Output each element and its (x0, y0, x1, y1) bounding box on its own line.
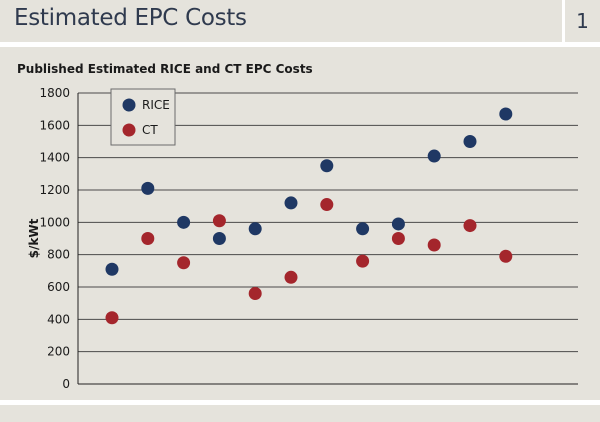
rice-data-point (427, 149, 441, 163)
y-tick-label: 1000 (39, 215, 70, 229)
y-tick-label: 0 (62, 377, 70, 391)
rice-data-point (284, 196, 298, 210)
rice-data-point (356, 222, 370, 236)
ct-data-point (248, 286, 262, 300)
ct-data-point (320, 198, 334, 212)
footer-bar (0, 405, 600, 422)
legend-label-ct: CT (142, 123, 158, 137)
y-tick-label: 1800 (39, 86, 70, 100)
rice-data-point (105, 262, 119, 276)
rice-data-point (177, 215, 191, 229)
legend-marker-rice (122, 98, 136, 112)
y-tick-label: 1400 (39, 151, 70, 165)
ct-data-point (391, 232, 405, 245)
ct-data-point (499, 249, 513, 263)
rice-data-point (499, 107, 513, 121)
ct-data-point (141, 232, 155, 245)
ct-data-point (212, 214, 226, 228)
page-title: Estimated EPC Costs (14, 5, 247, 31)
legend-box (110, 88, 176, 146)
rice-data-point (320, 159, 334, 173)
legend-marker-ct (122, 123, 136, 137)
y-tick-label: 1200 (39, 183, 70, 197)
y-axis-label: $/kWt (27, 218, 41, 258)
ct-data-point (463, 219, 477, 233)
rice-data-point (463, 135, 477, 148)
ct-data-point (177, 256, 191, 270)
y-tick-label: 800 (47, 248, 70, 262)
chart-panel (0, 47, 600, 400)
y-tick-label: 600 (47, 280, 70, 294)
ct-data-point (356, 254, 370, 268)
y-tick-label: 200 (47, 345, 70, 359)
y-tick-label: 400 (47, 312, 70, 326)
rice-data-point (391, 217, 405, 231)
rice-data-point (212, 232, 226, 245)
y-tick-label: 1600 (39, 118, 70, 132)
ct-data-point (427, 238, 441, 252)
ct-data-point (284, 270, 298, 284)
ct-data-point (105, 311, 119, 325)
rice-data-point (141, 181, 155, 195)
chart-title: Published Estimated RICE and CT EPC Cost… (17, 62, 313, 76)
legend-label-rice: RICE (142, 98, 170, 112)
header-bar: Estimated EPC Costs (0, 0, 562, 42)
rice-data-point (248, 222, 262, 236)
page-number: 1 (565, 0, 600, 42)
